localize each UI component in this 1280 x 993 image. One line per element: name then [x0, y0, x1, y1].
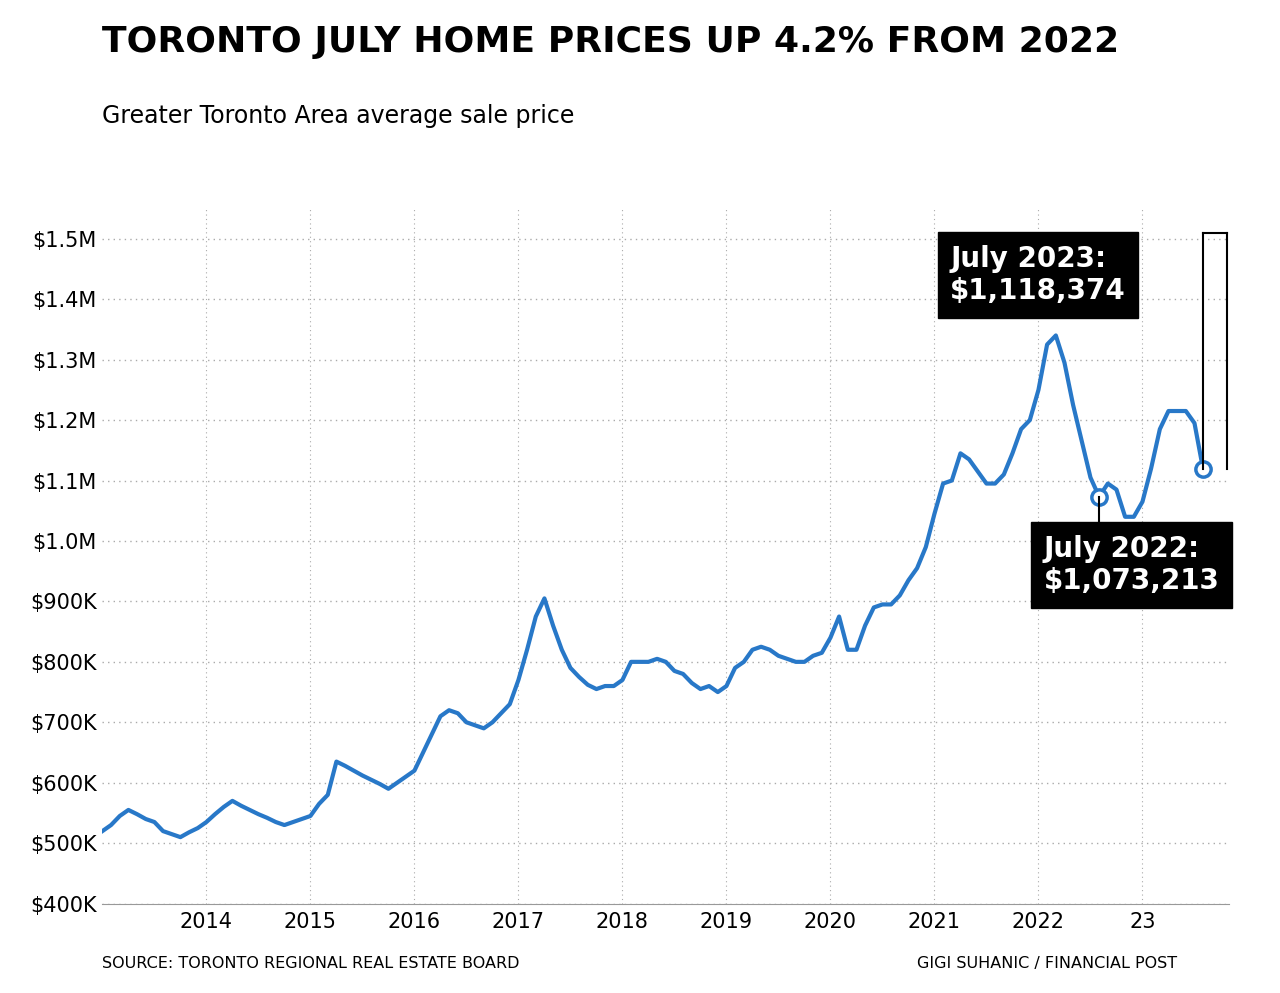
- Text: July 2022:
$1,073,213: July 2022: $1,073,213: [1043, 535, 1220, 596]
- Text: SOURCE: TORONTO REGIONAL REAL ESTATE BOARD: SOURCE: TORONTO REGIONAL REAL ESTATE BOA…: [102, 956, 520, 971]
- Text: GIGI SUHANIC / FINANCIAL POST: GIGI SUHANIC / FINANCIAL POST: [918, 956, 1178, 971]
- Text: July 2023:
$1,118,374: July 2023: $1,118,374: [950, 245, 1126, 305]
- Text: TORONTO JULY HOME PRICES UP 4.2% FROM 2022: TORONTO JULY HOME PRICES UP 4.2% FROM 20…: [102, 25, 1120, 59]
- Text: Greater Toronto Area average sale price: Greater Toronto Area average sale price: [102, 104, 575, 128]
